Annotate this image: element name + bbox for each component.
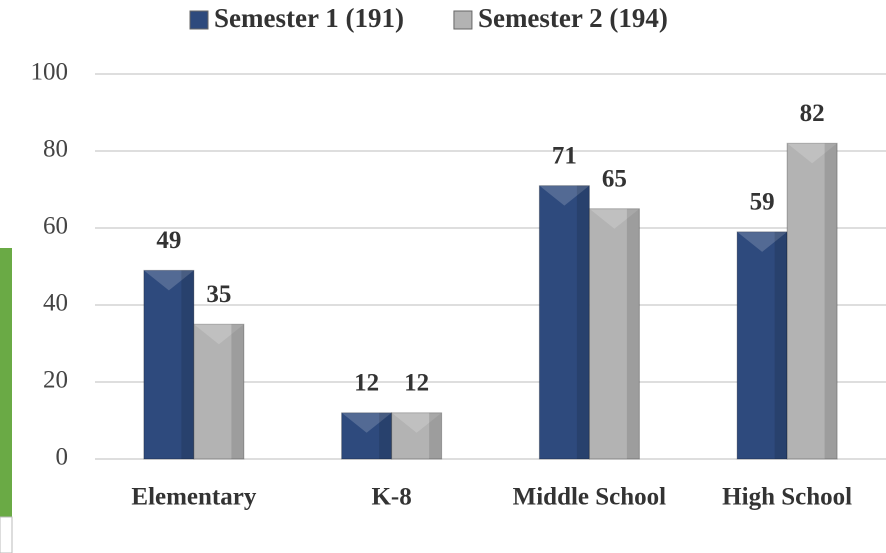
- bar-shade: [576, 185, 590, 459]
- y-tick-label: 80: [43, 136, 68, 163]
- bar-bevel: [737, 231, 788, 252]
- data-label: 12: [354, 370, 379, 397]
- bar-shade: [379, 412, 392, 459]
- bar: [736, 231, 788, 460]
- side-panel-edge: [0, 516, 13, 553]
- data-label: 12: [404, 370, 429, 397]
- bar-bevel: [589, 208, 640, 229]
- y-tick-label: 40: [43, 290, 68, 317]
- bar-bevel: [193, 324, 244, 345]
- data-label: 59: [750, 189, 775, 216]
- data-label: 49: [156, 227, 181, 254]
- bar-bevel: [143, 270, 194, 291]
- x-tick-label: Elementary: [131, 484, 256, 511]
- x-tick-label: Middle School: [513, 484, 667, 511]
- bar-bevel: [341, 412, 392, 433]
- data-label: 82: [800, 100, 825, 127]
- legend-label: Semester 2 (194): [478, 3, 668, 33]
- data-label: 35: [206, 281, 231, 308]
- bar: [193, 323, 245, 460]
- data-label: 71: [552, 142, 577, 169]
- bar: [143, 269, 195, 460]
- bar-bevel: [539, 185, 590, 206]
- bar-shade: [774, 231, 788, 459]
- legend-label: Semester 1 (191): [214, 3, 404, 33]
- bar-shade: [429, 412, 442, 459]
- y-tick-label: 100: [31, 59, 69, 86]
- y-tick-label: 20: [43, 367, 68, 394]
- bar-bevel: [391, 412, 442, 433]
- bar-shade: [626, 208, 640, 459]
- bar-shade: [181, 270, 194, 459]
- bar: [391, 412, 443, 460]
- x-tick-label: K-8: [371, 484, 411, 511]
- bar: [538, 185, 590, 460]
- x-tick-label: High School: [722, 484, 852, 511]
- bar-shade: [824, 143, 838, 460]
- bar-shade: [231, 324, 244, 459]
- data-label: 65: [602, 165, 627, 192]
- y-tick-label: 0: [56, 444, 69, 471]
- side-panel: [0, 248, 12, 518]
- bar: [786, 142, 838, 460]
- bar-bevel: [787, 143, 838, 164]
- bar: [588, 208, 640, 460]
- y-tick-label: 60: [43, 213, 68, 240]
- legend-swatch: [189, 10, 209, 30]
- legend-swatch: [453, 10, 473, 30]
